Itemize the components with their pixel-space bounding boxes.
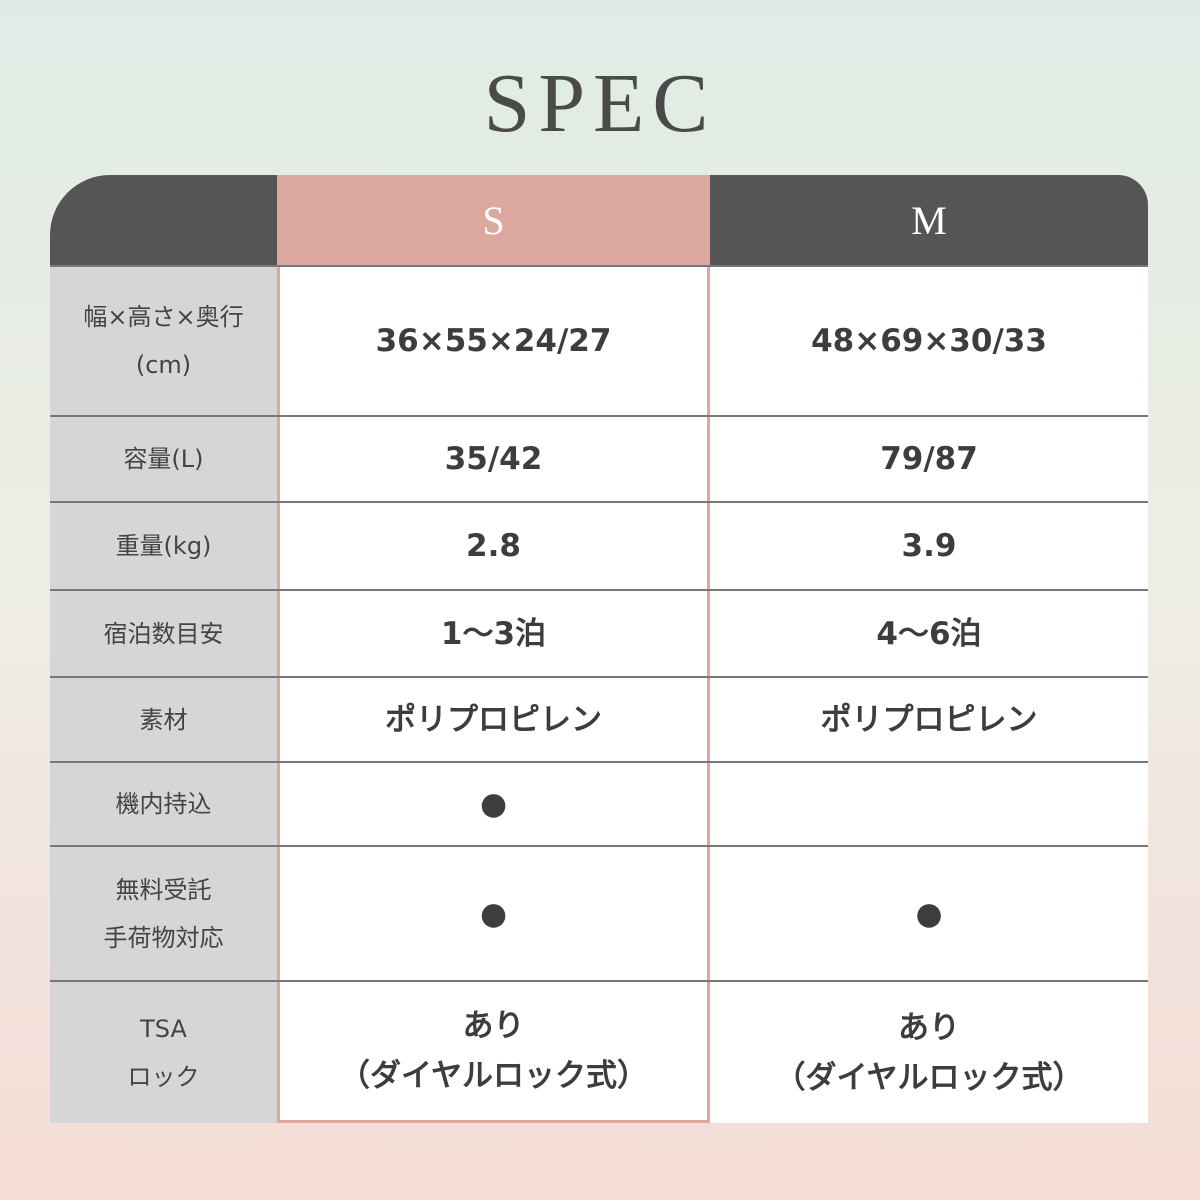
table-row: 重量(kg) 2.8 3.9: [50, 501, 1148, 589]
cell-size-s: ●: [277, 847, 710, 980]
cell-size-s: ●: [277, 763, 710, 845]
table-row: TSA ロック あり （ダイヤルロック式） あり （ダイヤルロック式）: [50, 980, 1148, 1123]
row-label: 宿泊数目安: [50, 591, 277, 676]
header-size-s: S: [277, 175, 710, 265]
row-label: 無料受託 手荷物対応: [50, 847, 277, 980]
table-row: 宿泊数目安 1〜3泊 4〜6泊: [50, 589, 1148, 676]
row-label: 幅×高さ×奥行 (cm): [50, 267, 277, 415]
cell-size-m: 48×69×30/33: [710, 267, 1148, 415]
cell-size-s: あり （ダイヤルロック式）: [277, 982, 710, 1123]
cell-size-m: あり （ダイヤルロック式）: [710, 982, 1148, 1123]
row-label: TSA ロック: [50, 982, 277, 1123]
cell-size-s: 2.8: [277, 503, 710, 589]
table-row: 機内持込 ●: [50, 761, 1148, 845]
cell-size-s: 36×55×24/27: [277, 267, 710, 415]
cell-size-m: 4〜6泊: [710, 591, 1148, 676]
cell-size-s: ポリプロピレン: [277, 678, 710, 761]
cell-size-m: ●: [710, 847, 1148, 980]
cell-size-m: 79/87: [710, 417, 1148, 501]
row-label: 素材: [50, 678, 277, 761]
spec-table: S M 幅×高さ×奥行 (cm) 36×55×24/27 48×69×30/33 容量…: [50, 175, 1148, 1123]
table-row: 素材 ポリプロピレン ポリプロピレン: [50, 676, 1148, 761]
table-row: 幅×高さ×奥行 (cm) 36×55×24/27 48×69×30/33: [50, 265, 1148, 415]
table-row: 容量(L) 35/42 79/87: [50, 415, 1148, 501]
table-header: S M: [50, 175, 1148, 265]
header-blank: [50, 175, 277, 265]
cell-size-m: [710, 763, 1148, 845]
header-size-m: M: [710, 175, 1148, 265]
table-row: 無料受託 手荷物対応 ● ●: [50, 845, 1148, 980]
page-title: SPEC: [483, 57, 717, 150]
cell-size-m: 3.9: [710, 503, 1148, 589]
row-label: 容量(L): [50, 417, 277, 501]
row-label: 機内持込: [50, 763, 277, 845]
row-label: 重量(kg): [50, 503, 277, 589]
cell-size-m: ポリプロピレン: [710, 678, 1148, 761]
cell-size-s: 1〜3泊: [277, 591, 710, 676]
cell-size-s: 35/42: [277, 417, 710, 501]
